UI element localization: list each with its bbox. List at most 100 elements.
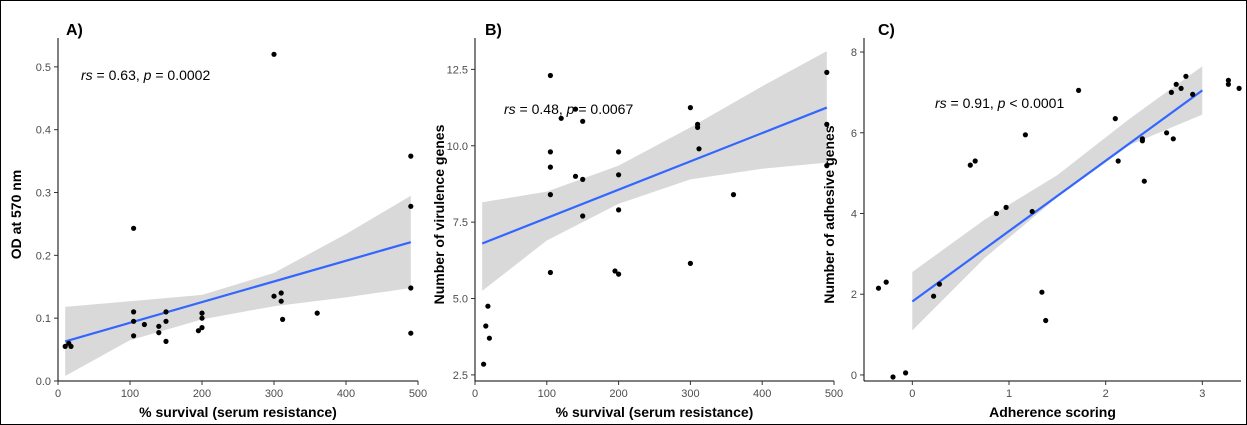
y-tick-label: 2	[851, 289, 857, 301]
data-point	[199, 315, 205, 321]
data-point	[824, 69, 830, 75]
data-point	[483, 323, 489, 329]
data-point	[141, 321, 147, 328]
data-point	[903, 370, 909, 376]
data-point	[580, 213, 586, 219]
data-point	[278, 298, 284, 304]
data-point	[824, 163, 830, 169]
data-point	[558, 115, 564, 121]
x-tick-label: 100	[121, 388, 139, 400]
data-point	[687, 105, 694, 111]
regression-line	[64, 241, 412, 343]
confidence-band	[482, 51, 827, 291]
data-point	[1173, 81, 1179, 87]
data-point	[616, 271, 622, 277]
x-tick-label: 2	[1103, 388, 1109, 400]
data-point	[481, 361, 487, 367]
data-point	[271, 293, 277, 299]
data-point	[616, 207, 622, 213]
data-point	[1043, 317, 1049, 324]
data-point	[883, 279, 889, 285]
confidence-band	[912, 66, 1203, 331]
panel-label: B)	[485, 22, 502, 39]
y-tick-label: 12.5	[447, 64, 468, 76]
data-point	[199, 325, 205, 331]
x-tick-label: 0	[472, 388, 478, 400]
regression-line	[911, 89, 1203, 303]
data-point	[1168, 89, 1174, 95]
x-axis-title: % survival (serum resistance)	[556, 404, 754, 420]
x-tick-label: 200	[193, 388, 211, 400]
y-axis-title: OD at 570 nm	[8, 170, 24, 259]
data-point	[486, 335, 492, 341]
data-point	[408, 330, 414, 336]
data-point	[616, 172, 622, 178]
panel-label: A)	[66, 22, 83, 39]
data-point	[580, 176, 586, 182]
data-point	[131, 225, 137, 231]
data-point	[875, 285, 882, 291]
data-point	[547, 269, 554, 276]
x-tick-label: 400	[753, 388, 771, 400]
x-tick-label: 500	[825, 388, 843, 400]
panel-3: 0 1 2 3 0 2 4 6 8 Adherence scoring Number of adhe…	[821, 22, 1242, 420]
data-point	[1139, 138, 1145, 144]
x-tick-label: 300	[681, 388, 699, 400]
data-point	[195, 328, 201, 334]
data-point	[163, 318, 169, 324]
data-point	[695, 124, 701, 130]
data-point	[1183, 73, 1189, 79]
data-point	[66, 340, 72, 346]
y-tick-label: 4	[851, 208, 857, 220]
data-point	[931, 293, 937, 299]
data-point	[1112, 116, 1118, 122]
data-point	[993, 210, 1000, 217]
confidence-band	[65, 195, 411, 376]
y-tick-label: 7.5	[453, 217, 468, 229]
data-point	[1141, 178, 1147, 184]
data-point	[62, 343, 68, 349]
x-axis-title: Adherence scoring	[989, 404, 1116, 420]
y-tick-label: 0.2	[36, 250, 51, 262]
y-tick-label: 2.5	[453, 370, 468, 382]
data-point	[131, 309, 137, 315]
data-point	[280, 316, 286, 322]
data-point	[936, 281, 943, 287]
data-point	[580, 118, 586, 124]
data-point	[163, 338, 169, 344]
data-point	[163, 309, 169, 315]
y-tick-label: 5.0	[453, 294, 468, 306]
y-axis-title: Number of virulence genes	[431, 124, 447, 304]
data-point	[156, 330, 162, 336]
data-point	[1225, 81, 1231, 87]
data-point	[156, 323, 162, 329]
data-point	[824, 121, 830, 127]
x-tick-label: 500	[409, 388, 427, 400]
y-tick-label: 0.0	[36, 376, 51, 388]
x-tick-label: 1	[1006, 388, 1012, 400]
data-point	[1029, 208, 1035, 215]
x-tick-label: 100	[538, 388, 556, 400]
y-tick-label: 0.4	[36, 125, 51, 137]
y-axis-title: Number of adhesive genes	[821, 125, 837, 303]
data-point	[408, 203, 414, 209]
y-tick-label: 10.0	[447, 141, 468, 153]
data-point	[572, 106, 579, 112]
data-point	[131, 333, 137, 339]
y-tick-label: 0.5	[36, 62, 51, 74]
data-point	[485, 303, 491, 309]
data-point	[1225, 77, 1231, 83]
data-point	[408, 285, 414, 291]
panel-label: C)	[878, 22, 895, 39]
data-point	[1170, 136, 1176, 142]
x-tick-label: 400	[337, 388, 355, 400]
data-point	[1003, 204, 1009, 210]
data-point	[547, 192, 554, 198]
data-point	[612, 268, 618, 274]
correlation-annotation: rs = 0.63, p = 0.0002	[81, 67, 210, 83]
data-point	[408, 153, 414, 159]
x-tick-label: 0	[909, 388, 915, 400]
data-point	[1022, 132, 1028, 138]
